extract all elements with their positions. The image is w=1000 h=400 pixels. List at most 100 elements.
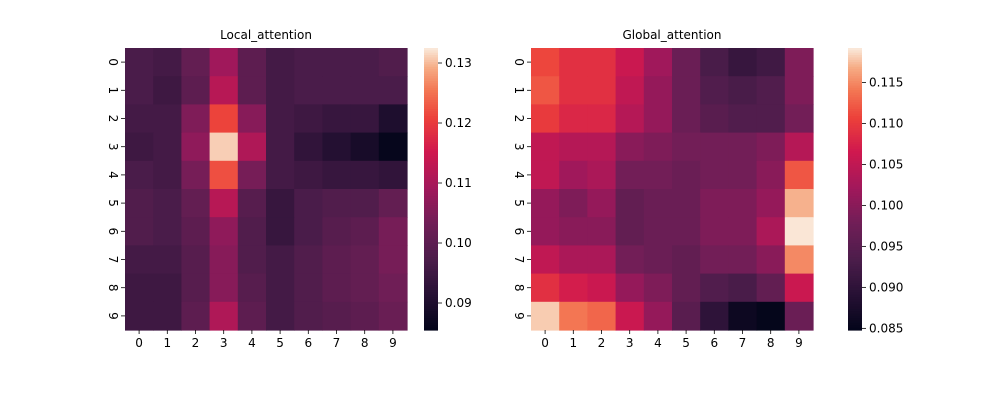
local-cell-r9-c0 (125, 301, 154, 331)
local-colorbar-segment (424, 231, 438, 235)
local-cell-r4-c6 (294, 160, 323, 190)
local-colorbar-segment (424, 64, 438, 68)
global-colorbar-segment (848, 158, 862, 162)
global-cell-r9-c8 (756, 301, 786, 331)
local-y-tick-label: 6 (106, 227, 120, 235)
global-colorbar-segment (848, 214, 862, 218)
local-colorbar-segment (424, 259, 438, 263)
local-colorbar-segment (424, 181, 438, 185)
global-colorbar-segment (848, 304, 862, 308)
global-cell-r8-c4 (643, 273, 673, 303)
local-colorbar-segment (424, 268, 438, 272)
global-x-tick-label: 7 (739, 336, 747, 350)
local-x-tick-label: 2 (192, 336, 200, 350)
local-cell-r1-c7 (322, 76, 352, 105)
local-cell-r6-c4 (237, 217, 267, 246)
local-colorbar-segment (424, 193, 438, 197)
global-colorbar-segment (848, 146, 862, 150)
local-cell-r4-c4 (237, 160, 267, 190)
local-colorbar-segment (424, 73, 438, 77)
global-x-tick-label: 1 (569, 336, 577, 350)
local-cell-r8-c1 (153, 273, 182, 303)
local-cell-r7-c0 (125, 245, 154, 275)
global-colorbar-segment (848, 228, 862, 232)
global-cell-r4-c4 (643, 160, 673, 190)
global-colorbar-segment (848, 294, 862, 298)
global-cell-r5-c4 (643, 189, 673, 218)
local-x-tick-label: 1 (163, 336, 171, 350)
local-cell-r7-c2 (181, 245, 211, 275)
global-colorbar-segment (848, 172, 862, 176)
global-y-tick-label: 7 (512, 256, 526, 264)
local-cell-r7-c6 (294, 245, 323, 275)
local-colorbar-segment (424, 306, 438, 310)
global-colorbar-segment (848, 87, 862, 91)
global-colorbar-segment (848, 205, 862, 209)
local-colorbar-segment (424, 247, 438, 251)
local-colorbar-segment (424, 95, 438, 98)
local-cell-r3-c3 (209, 132, 239, 162)
global-cell-r2-c4 (643, 104, 673, 134)
global-colorbar-segment (848, 186, 862, 190)
global-attention-title: Global_attention (622, 28, 721, 42)
global-colorbar-segment (848, 130, 862, 134)
local-cell-r3-c8 (350, 132, 380, 162)
local-colorbar-segment (424, 257, 438, 261)
global-colorbar-segment (848, 221, 862, 225)
global-colorbar-segment (848, 165, 862, 169)
local-cell-r0-c7 (322, 48, 352, 77)
global-colorbar-segment (848, 111, 862, 115)
global-cell-r0-c3 (615, 48, 645, 77)
local-cell-r6-c7 (322, 217, 352, 246)
global-cell-r2-c6 (700, 104, 729, 134)
global-cell-r5-c2 (587, 189, 617, 218)
local-colorbar-tick-label: 0.12 (445, 116, 472, 130)
local-colorbar-segment (424, 283, 438, 286)
local-colorbar-segment (424, 200, 438, 204)
global-cell-r3-c5 (672, 132, 701, 162)
global-colorbar-segment (848, 179, 862, 183)
global-cell-r6-c5 (672, 217, 701, 246)
global-cell-r7-c5 (672, 245, 701, 275)
global-colorbar-segment (848, 102, 862, 105)
local-attention-title: Local_attention (220, 28, 312, 42)
global-colorbar-segment (848, 318, 862, 322)
global-colorbar-segment (848, 290, 862, 293)
local-colorbar-segment (424, 134, 438, 138)
global-y-tick-label: 3 (512, 143, 526, 151)
global-cell-r9-c7 (728, 301, 758, 331)
global-cell-r1-c0 (531, 76, 560, 105)
global-colorbar-segment (848, 224, 862, 228)
local-x-tick-label: 0 (135, 336, 143, 350)
local-colorbar-segment (424, 318, 438, 322)
global-colorbar-segment (848, 137, 862, 141)
local-cell-r7-c3 (209, 245, 239, 275)
local-colorbar-segment (424, 57, 438, 61)
global-colorbar-segment (848, 268, 862, 272)
local-cell-r1-c3 (209, 76, 239, 105)
global-cell-r0-c5 (672, 48, 701, 77)
global-colorbar-segment (848, 212, 862, 216)
global-cell-r9-c5 (672, 301, 701, 331)
global-attention-heatmap: Global_attention 0 1 2 3 4 5 6 7 8 9 0 1 2 3 4 5 6 7 8 9 0.0… (512, 28, 903, 350)
local-cell-r8-c7 (322, 273, 352, 303)
local-colorbar-segment (424, 228, 438, 232)
global-colorbar-segment (848, 106, 862, 110)
global-cell-r1-c1 (559, 76, 588, 105)
global-colorbar-segment (848, 191, 862, 195)
local-cell-r9-c9 (378, 301, 408, 331)
local-colorbar-segment (424, 146, 438, 150)
local-x-tick-label: 8 (361, 336, 369, 350)
global-cell-r1-c4 (643, 76, 673, 105)
global-cell-r8-c8 (756, 273, 786, 303)
local-colorbar-segment (424, 76, 438, 80)
local-colorbar-segment (424, 301, 438, 305)
local-cell-r8-c9 (378, 273, 408, 303)
global-cell-r3-c9 (784, 132, 814, 162)
local-colorbar-segment (424, 184, 438, 188)
global-colorbar-segment (848, 275, 862, 279)
local-colorbar-segment (424, 250, 438, 254)
local-colorbar-tick-label: 0.09 (445, 296, 472, 310)
local-colorbar-segment (424, 120, 438, 124)
global-colorbar-segment (848, 127, 862, 131)
